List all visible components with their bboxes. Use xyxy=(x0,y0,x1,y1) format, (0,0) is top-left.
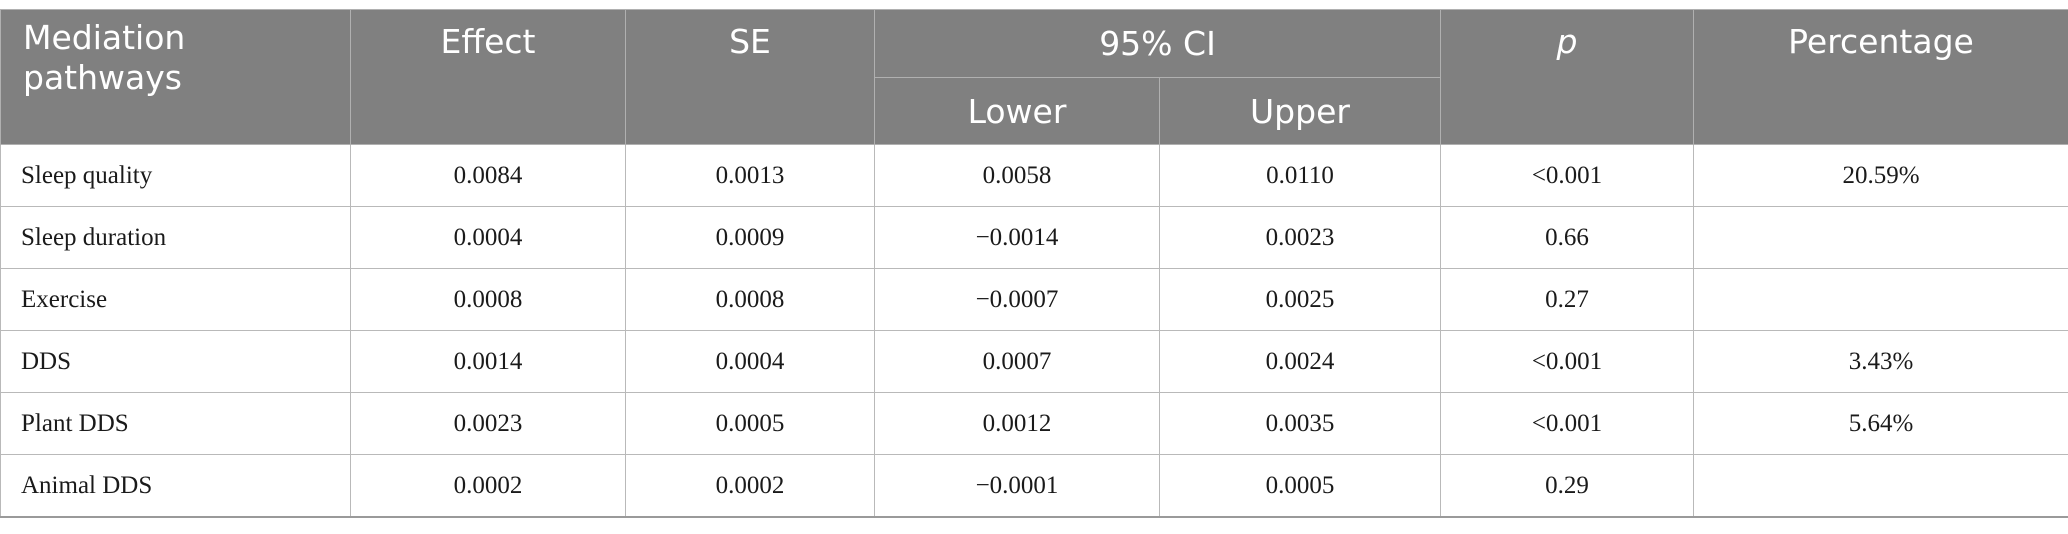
cell-p: <0.001 xyxy=(1440,144,1694,207)
cell-pathway: DDS xyxy=(0,330,351,393)
cell-upper: 0.0023 xyxy=(1159,206,1441,269)
cell-pathway: Exercise xyxy=(0,268,351,331)
cell-percentage xyxy=(1693,454,2068,518)
cell-lower: 0.0007 xyxy=(874,330,1160,393)
cell-percentage xyxy=(1693,268,2068,331)
table-row: Exercise 0.0008 0.0008 −0.0007 0.0025 0.… xyxy=(0,268,2068,331)
mediation-table: Mediation pathways Effect SE 95% CI p Pe… xyxy=(0,9,2068,518)
cell-upper: 0.0110 xyxy=(1159,144,1441,207)
cell-p: 0.29 xyxy=(1440,454,1694,518)
header-mediation-pathways: Mediation pathways xyxy=(0,9,351,145)
cell-pathway: Sleep duration xyxy=(0,206,351,269)
table-row: Sleep duration 0.0004 0.0009 −0.0014 0.0… xyxy=(0,206,2068,269)
cell-upper: 0.0035 xyxy=(1159,392,1441,455)
cell-lower: −0.0007 xyxy=(874,268,1160,331)
cell-effect: 0.0004 xyxy=(350,206,626,269)
cell-lower: −0.0014 xyxy=(874,206,1160,269)
cell-upper: 0.0024 xyxy=(1159,330,1441,393)
cell-p: 0.27 xyxy=(1440,268,1694,331)
cell-p: 0.66 xyxy=(1440,206,1694,269)
header-se: SE xyxy=(625,9,875,145)
cell-lower: 0.0012 xyxy=(874,392,1160,455)
header-effect: Effect xyxy=(350,9,626,145)
cell-se: 0.0004 xyxy=(625,330,875,393)
table-row: Sleep quality 0.0084 0.0013 0.0058 0.011… xyxy=(0,144,2068,207)
cell-lower: −0.0001 xyxy=(874,454,1160,518)
header-percentage: Percentage xyxy=(1693,9,2068,145)
cell-percentage: 3.43% xyxy=(1693,330,2068,393)
table-row: DDS 0.0014 0.0004 0.0007 0.0024 <0.001 3… xyxy=(0,330,2068,393)
cell-percentage: 5.64% xyxy=(1693,392,2068,455)
cell-upper: 0.0025 xyxy=(1159,268,1441,331)
cell-effect: 0.0014 xyxy=(350,330,626,393)
cell-pathway: Plant DDS xyxy=(0,392,351,455)
table-row: Plant DDS 0.0023 0.0005 0.0012 0.0035 <0… xyxy=(0,392,2068,455)
mediation-table-container: Mediation pathways Effect SE 95% CI p Pe… xyxy=(0,9,2068,518)
cell-percentage xyxy=(1693,206,2068,269)
cell-upper: 0.0005 xyxy=(1159,454,1441,518)
cell-effect: 0.0008 xyxy=(350,268,626,331)
header-upper: Upper xyxy=(1159,77,1441,145)
table-header: Mediation pathways Effect SE 95% CI p Pe… xyxy=(0,9,2068,145)
cell-se: 0.0008 xyxy=(625,268,875,331)
cell-percentage: 20.59% xyxy=(1693,144,2068,207)
header-p: p xyxy=(1440,9,1694,145)
header-95-ci: 95% CI xyxy=(874,9,1441,78)
header-lower: Lower xyxy=(874,77,1160,145)
cell-se: 0.0013 xyxy=(625,144,875,207)
table-row: Animal DDS 0.0002 0.0002 −0.0001 0.0005 … xyxy=(0,454,2068,518)
cell-effect: 0.0002 xyxy=(350,454,626,518)
cell-effect: 0.0084 xyxy=(350,144,626,207)
table-body: Sleep quality 0.0084 0.0013 0.0058 0.011… xyxy=(0,144,2068,518)
cell-se: 0.0005 xyxy=(625,392,875,455)
cell-se: 0.0002 xyxy=(625,454,875,518)
cell-p: <0.001 xyxy=(1440,392,1694,455)
cell-p: <0.001 xyxy=(1440,330,1694,393)
cell-lower: 0.0058 xyxy=(874,144,1160,207)
cell-effect: 0.0023 xyxy=(350,392,626,455)
cell-pathway: Animal DDS xyxy=(0,454,351,518)
cell-pathway: Sleep quality xyxy=(0,144,351,207)
cell-se: 0.0009 xyxy=(625,206,875,269)
